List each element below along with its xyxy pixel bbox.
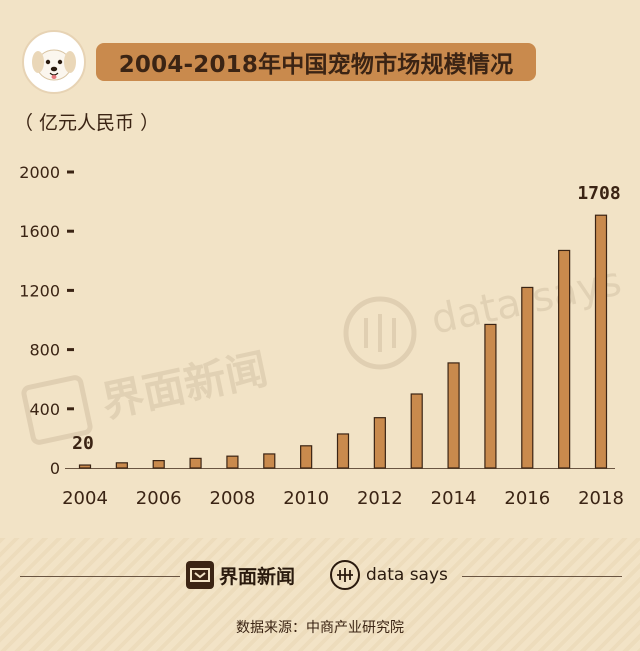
bar-chart: 0 400 800 1200 1600 2000 2004 2006 2008 2010 2012 2…	[19, 163, 624, 509]
title-banner: 2004-2018年中国宠物市场规模情况	[96, 43, 536, 81]
datasays-brand: data says	[330, 560, 448, 590]
datasays-brand-text: data says	[366, 565, 448, 585]
y-tick-label: 1600	[19, 222, 60, 241]
y-tick-mark	[67, 288, 74, 292]
bar-2008	[226, 455, 239, 469]
x-tick-label: 2006	[136, 488, 182, 509]
data-label-2018: 1708	[577, 183, 620, 204]
bar-2015	[484, 323, 497, 469]
bar-2016	[521, 286, 534, 469]
y-tick-label: 400	[29, 400, 60, 419]
y-tick-label: 2000	[19, 163, 60, 182]
bar-2018	[594, 214, 608, 469]
bar-2010	[300, 445, 313, 469]
chart-title: 2004-2018年中国宠物市场规模情况	[118, 52, 514, 78]
footer-divider-left	[20, 576, 180, 577]
jiemian-brand-text: 界面新闻	[219, 565, 296, 588]
bar-2009	[263, 453, 276, 469]
bar-2013	[410, 393, 423, 469]
y-tick-label: 1200	[19, 281, 60, 300]
bar-2005	[115, 462, 128, 469]
y-tick-label: 0	[50, 459, 60, 478]
data-source: 数据来源：中商产业研究院	[236, 620, 404, 636]
jiemian-brand: 界面新闻	[186, 561, 295, 589]
x-tick-label: 2012	[357, 488, 403, 509]
x-tick-label: 2014	[431, 488, 477, 509]
bar-2006	[152, 460, 165, 469]
data-label-2004: 20	[72, 433, 94, 454]
x-tick-label: 2016	[504, 488, 550, 509]
y-tick-mark	[67, 170, 74, 174]
y-axis-unit-label: （ 亿元人民币 ）	[14, 112, 160, 134]
y-tick-label: 800	[29, 341, 60, 360]
y-tick-mark	[67, 229, 74, 233]
y-tick-mark	[67, 407, 74, 411]
footer-divider-right	[462, 576, 622, 577]
bar-2007	[189, 457, 202, 469]
datasays-logo-icon	[330, 560, 360, 590]
x-tick-label: 2010	[283, 488, 329, 509]
bar-2004	[78, 464, 92, 469]
x-tick-label: 2008	[210, 488, 256, 509]
jiemian-logo-icon	[186, 561, 214, 589]
bar-2011	[336, 433, 350, 469]
bar-2017	[558, 249, 571, 469]
x-tick-label: 2004	[62, 488, 108, 509]
x-tick-label: 2018	[578, 488, 624, 509]
footer-band	[0, 538, 640, 651]
dog-face-icon	[22, 30, 86, 94]
bar-2014	[447, 362, 460, 469]
bar-2012	[373, 417, 386, 469]
y-tick-mark	[67, 348, 74, 352]
